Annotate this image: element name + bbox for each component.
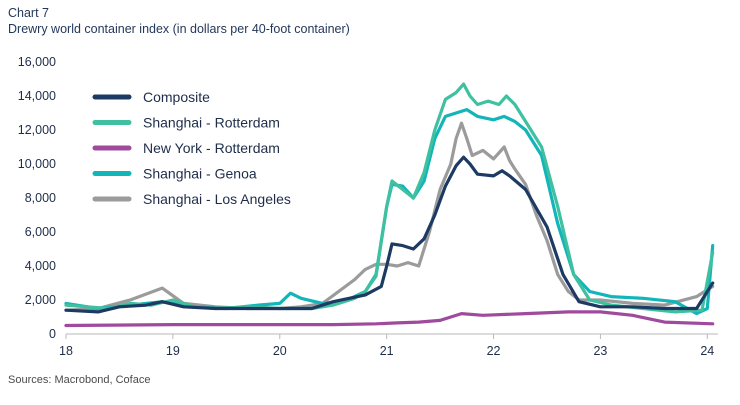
legend: Composite Shanghai - Rotterdam New York - … [92,89,291,207]
x-tick-label: 23 [593,344,607,358]
y-tick-label: 10,000 [18,157,56,171]
x-tick-label: 22 [487,344,501,358]
legend-label: Shanghai - Los Angeles [143,191,291,207]
x-tick-label: 21 [380,344,394,358]
y-tick-label: 16,000 [18,55,56,69]
legend-label: Composite [143,89,210,105]
legend-label: New York - Rotterdam [143,140,280,156]
series-line-shanghai-genoa [64,108,715,316]
legend-label: Shanghai - Genoa [143,166,257,182]
x-tick-label: 19 [166,344,180,358]
y-tick-label: 0 [49,327,56,341]
y-tick-label: 8,000 [25,191,56,205]
source-note: Sources: Macrobond, Coface [8,374,151,386]
y-tick-label: 2,000 [25,293,56,307]
series-lines [64,82,715,328]
y-tick-label: 4,000 [25,259,56,273]
chart-title: Drewry world container index (in dollars… [8,22,350,36]
chart-number-label: Chart 7 [8,6,49,20]
y-axis: 0 2,000 4,000 6,000 8,000 10,000 12,000 14,000 1… [18,55,56,341]
x-tick-label: 18 [59,344,73,358]
y-tick-label: 14,000 [18,89,56,103]
legend-label: Shanghai - Rotterdam [143,115,280,131]
series-line-new-york-rotterdam [64,310,715,328]
y-tick-label: 6,000 [25,225,56,239]
x-tick-label: 24 [700,344,714,358]
x-tick-label: 20 [273,344,287,358]
x-axis: 18 19 20 21 22 23 24 [59,334,714,358]
series-line-composite [64,155,715,314]
y-tick-label: 12,000 [18,123,56,137]
